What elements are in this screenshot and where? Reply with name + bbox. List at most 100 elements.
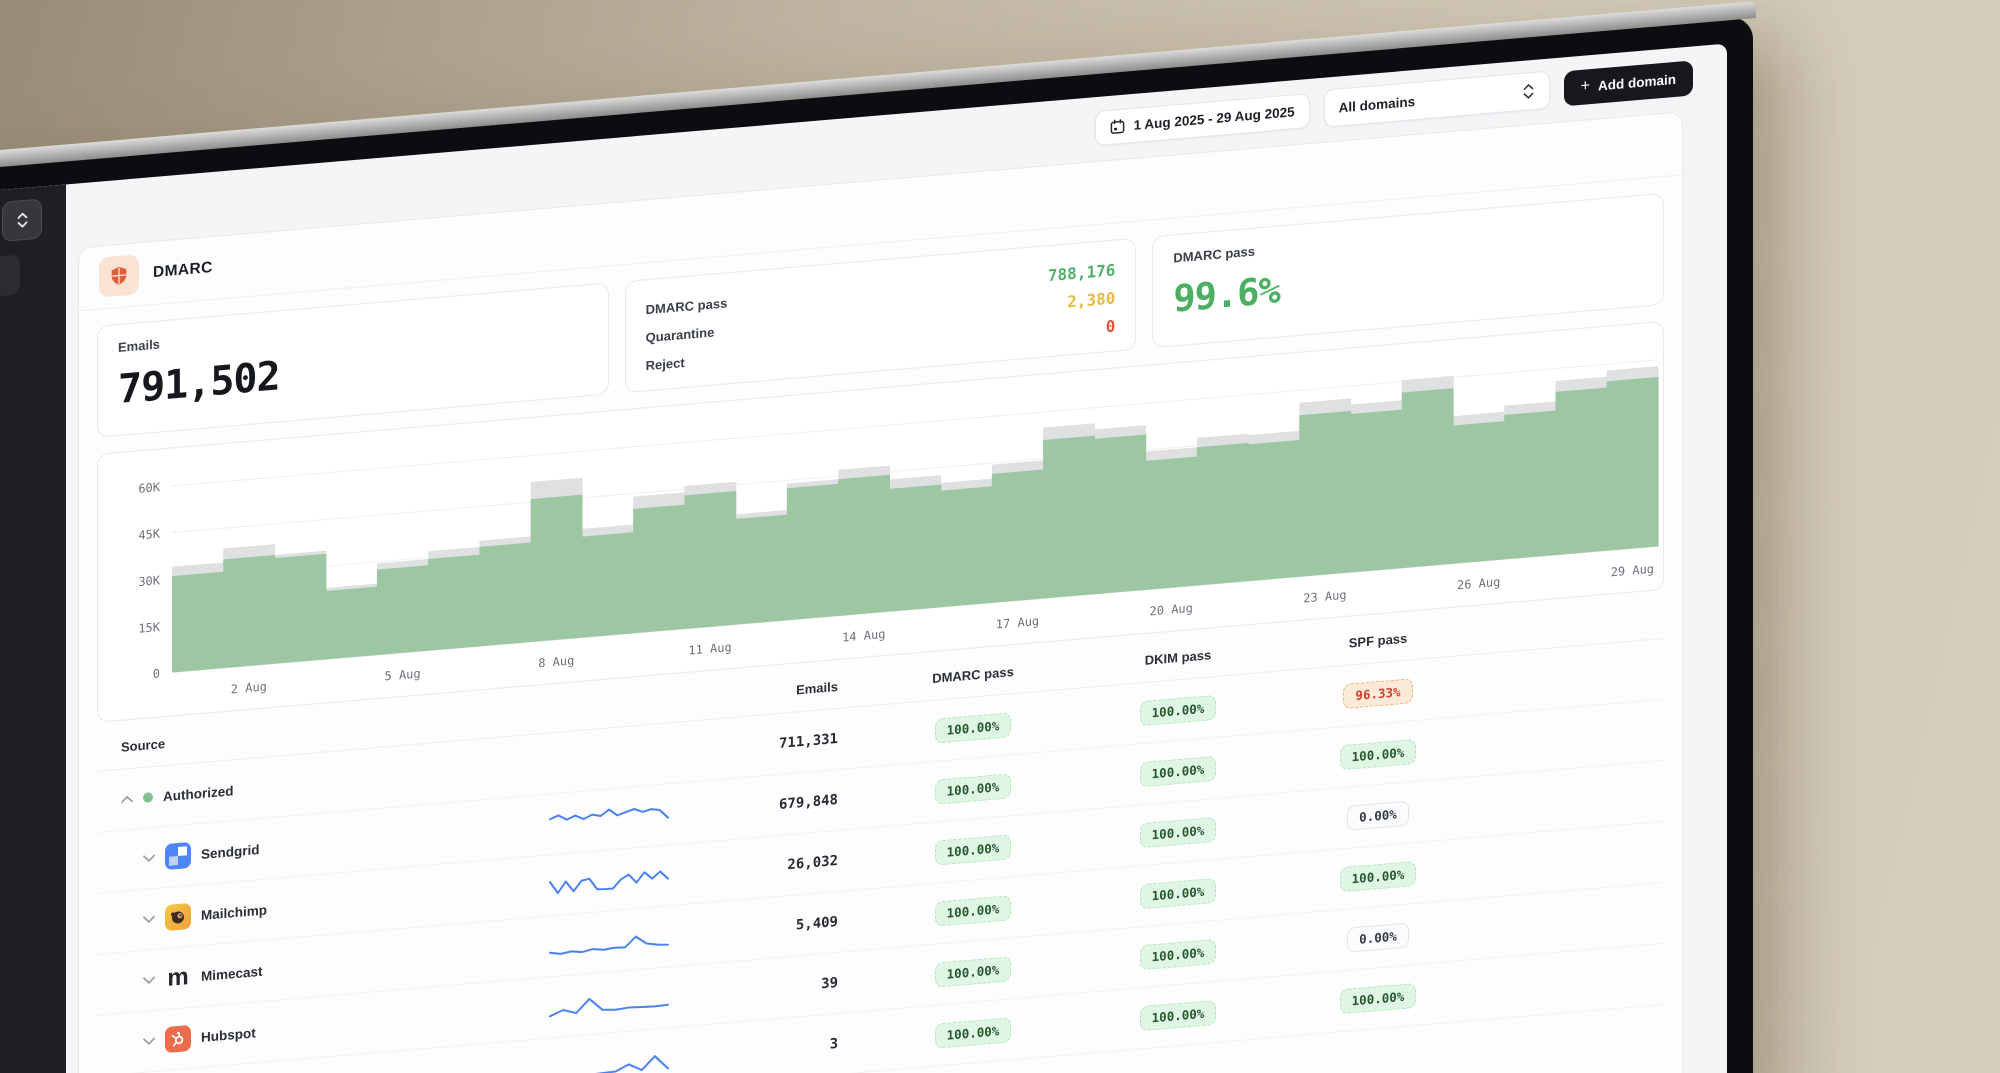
pass-bar: [1145, 456, 1198, 590]
dmarc-pass-badge: 100.00%: [868, 828, 1078, 871]
chevron-icon[interactable]: [121, 795, 133, 804]
reject-count: 0: [1105, 315, 1116, 336]
dkim-pass-value: 100.00%: [1139, 694, 1217, 726]
spf-pass-value: 96.33%: [1343, 677, 1413, 709]
date-range-picker[interactable]: 1 Aug 2025 - 29 Aug 2025: [1094, 92, 1310, 146]
domain-filter-select[interactable]: All domains: [1323, 70, 1550, 128]
pass-bar: [1094, 434, 1147, 595]
table-body: Authorized 711,331 100.00% 100.00% 96.33…: [97, 638, 1664, 1073]
pass-bar: [991, 469, 1044, 603]
sparkline: [548, 1036, 698, 1073]
spf-pass-value: 0.00%: [1347, 922, 1409, 953]
calendar-icon: [1110, 118, 1124, 134]
dkim-pass-badge: 100.00%: [1078, 750, 1278, 792]
pass-rate-card: DMARC pass 99.6%: [1152, 192, 1665, 349]
x-axis-tick: 11 Aug: [688, 640, 731, 658]
dkim-pass-value: 100.00%: [1139, 938, 1217, 970]
sidebar-nav-item[interactable]: [0, 254, 20, 301]
trend-sparkline: [549, 997, 669, 1017]
pass-bar: [530, 494, 583, 643]
up-down-chevrons-icon: [17, 212, 27, 228]
quarantine-label: Quarantine: [645, 323, 715, 345]
source-icon: m: [165, 963, 191, 992]
x-axis-tick: 23 Aug: [1303, 588, 1346, 606]
dmarc-pass-count: 788,176: [1047, 259, 1116, 285]
source-name: Mimecast: [201, 963, 263, 984]
pass-bar: [1299, 410, 1352, 577]
status-dot: [143, 792, 153, 803]
x-axis-tick: 29 Aug: [1611, 562, 1654, 580]
dkim-pass-value: 100.00%: [1139, 877, 1217, 909]
dkim-pass-value: 100.00%: [1139, 816, 1217, 848]
pass-bar: [838, 474, 890, 616]
shield-icon: [111, 266, 127, 285]
quarantine-count: 2,380: [1067, 287, 1116, 312]
emails-value: 26,032: [787, 852, 838, 874]
up-down-chevrons-icon: [1523, 84, 1534, 99]
chevron-icon[interactable]: [143, 915, 155, 924]
pass-bar: [684, 490, 737, 629]
dmarc-panel: DMARC Emails 791,502 DMARC pass 788,176 …: [78, 111, 1683, 1073]
x-axis-tick: 17 Aug: [996, 614, 1039, 632]
dmarc-pass-label: DMARC pass: [645, 294, 728, 317]
trend-sparkline: [549, 807, 669, 821]
x-axis-tick: 2 Aug: [231, 679, 267, 696]
source-name: Authorized: [163, 782, 234, 804]
emails-value: 5,409: [795, 913, 838, 934]
source-name: Mailchimp: [201, 901, 268, 923]
dkim-pass-value: 100.00%: [1139, 755, 1217, 787]
sparkline: [548, 914, 698, 966]
mailchimp-icon: [165, 902, 191, 932]
col-spf-pass: SPF pass: [1348, 630, 1408, 651]
pass-bar: [1043, 435, 1095, 599]
emails-value: 39: [821, 974, 838, 993]
pass-bar: [1196, 442, 1249, 586]
pass-bar: [376, 565, 429, 656]
workspace-switcher-button[interactable]: [2, 198, 42, 242]
source-cell: Authorized: [97, 756, 548, 809]
stepped-area-chart: 0 15K 30K 45K 60K 2 Aug 5 Aug 8 Aug 11 Aug 14 Aug…: [138, 359, 1659, 696]
y-axis-tick: 45K: [138, 527, 160, 543]
emails-value: 3: [829, 1035, 838, 1053]
pass-bar: [428, 554, 481, 651]
source-cell: Sendgrid: [97, 812, 548, 876]
plus-icon: +: [1580, 77, 1590, 95]
add-domain-label: Add domain: [1598, 71, 1676, 93]
col-spark: [548, 698, 698, 711]
y-axis-tick: 30K: [138, 573, 160, 589]
pass-bar: [172, 571, 224, 673]
x-axis-tick: 5 Aug: [385, 666, 421, 683]
add-domain-button[interactable]: + Add domain: [1563, 59, 1693, 106]
monitor-frame: 1 Aug 2025 - 29 Aug 2025 All domains + A…: [0, 15, 1753, 1073]
sources-table: Source Emails DMARC pass DKIM pass SPF p…: [97, 593, 1664, 1073]
spf-pass-value: 0.00%: [1347, 800, 1409, 831]
emails-value: 711,331: [778, 730, 838, 752]
pass-bar: [581, 532, 634, 638]
chevron-icon[interactable]: [143, 1037, 155, 1046]
pass-bar: [889, 484, 942, 612]
dmarc-pass-badge: 100.00%: [868, 767, 1078, 810]
reject-label: Reject: [645, 354, 685, 373]
trend-sparkline: [549, 935, 669, 955]
chevron-icon[interactable]: [143, 976, 155, 985]
dmarc-app-icon: [99, 254, 139, 298]
source-name: Hubspot: [201, 1024, 256, 1045]
spf-pass-badge: 96.33%: [1278, 672, 1478, 714]
page-title: DMARC: [153, 259, 213, 282]
source-icon: [143, 792, 153, 803]
pass-bar: [1504, 410, 1557, 560]
spf-pass-value: 100.00%: [1339, 982, 1417, 1014]
chevron-icon[interactable]: [143, 854, 155, 863]
pass-bar: [786, 483, 839, 621]
pass-bar: [940, 486, 993, 608]
panel-header: DMARC: [79, 112, 1682, 312]
dkim-pass-value: 100.00%: [1139, 999, 1217, 1031]
trend-sparkline: [549, 869, 669, 894]
col-dmarc-pass: DMARC pass: [932, 663, 1014, 686]
y-axis-tick: 60K: [138, 480, 160, 496]
pass-bar: [1248, 440, 1300, 582]
table-row: Sendgrid 679,848 100.00% 100.00% 100.00%: [97, 699, 1664, 894]
dmarc-pass-badge: 100.00%: [868, 706, 1078, 749]
sparkline: [548, 751, 698, 764]
dkim-pass-badge: 100.00%: [1078, 994, 1278, 1036]
